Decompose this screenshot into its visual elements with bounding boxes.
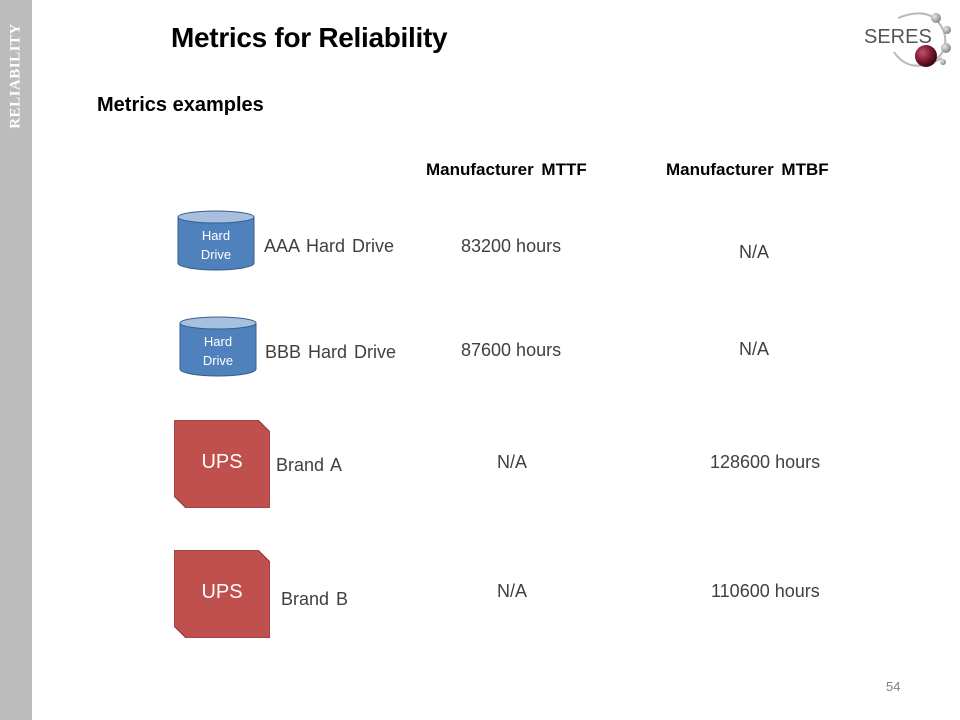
row-label: Brand A (276, 455, 343, 475)
mttf-value: 83200 hours (461, 236, 562, 256)
ups-icon: UPS (173, 419, 271, 509)
icon-label-line2: Drive (200, 247, 232, 262)
mtbf-value: 128600 hours (710, 452, 821, 472)
mtbf-value: 110600 hours (711, 581, 820, 601)
column-header-mtbf: Manufacturer MTBF (666, 160, 829, 179)
ups-icon-label: UPS (201, 451, 243, 473)
ups-icon: UPS (173, 549, 271, 639)
mttf-value: N/A (497, 581, 528, 601)
row-label: Brand B (281, 589, 349, 609)
hard-drive-icon: Hard Drive (176, 210, 256, 272)
icon-label-line2: Drive (202, 353, 234, 368)
mtbf-value: N/A (739, 242, 770, 262)
mttf-value: 87600 hours (461, 340, 562, 360)
page-number: 54 (886, 679, 901, 694)
row-label: BBB Hard Drive (265, 342, 397, 362)
sidebar-band: RELIABILITY (0, 0, 32, 720)
seres-logo: SERES (858, 6, 956, 74)
hard-drive-icon: Hard Drive (178, 316, 258, 378)
logo-text: SERES (864, 26, 932, 48)
icon-label-line1: Hard (203, 334, 233, 349)
column-header-mttf: Manufacturer MTTF (426, 160, 587, 179)
slide-title: Metrics for Reliability (171, 22, 448, 53)
section-label: RELIABILITY (7, 23, 24, 129)
section-heading: Metrics examples (97, 94, 264, 116)
mtbf-value: N/A (739, 339, 770, 359)
row-label: AAA Hard Drive (264, 236, 395, 256)
ups-icon-label: UPS (201, 581, 243, 603)
mttf-value: N/A (497, 452, 528, 472)
icon-label-line1: Hard (201, 228, 231, 243)
